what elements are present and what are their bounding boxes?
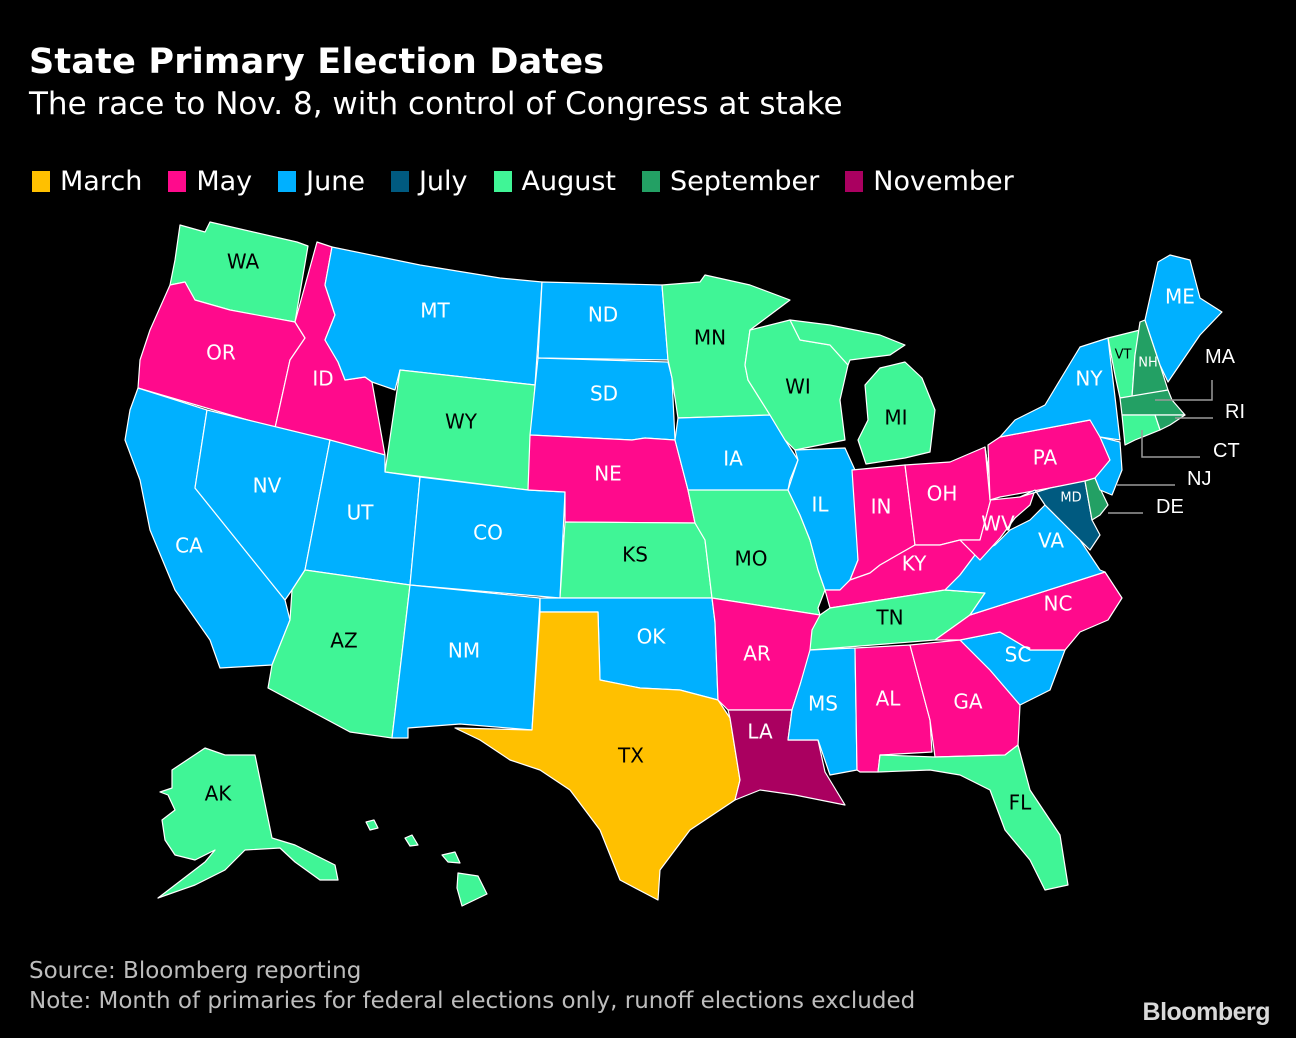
legend-swatch — [32, 171, 50, 192]
legend: March May June July August September Nov… — [32, 166, 1040, 197]
state-label-wa: WA — [227, 250, 260, 274]
legend-label: November — [873, 166, 1014, 197]
state-label-wv: WV — [981, 512, 1015, 536]
legend-swatch — [493, 171, 512, 192]
chart-title: State Primary Election Dates — [29, 42, 605, 82]
legend-label: June — [306, 166, 365, 197]
state-hi — [441, 851, 461, 864]
legend-label: March — [60, 166, 143, 197]
state-label-mi: MI — [884, 406, 907, 430]
state-label-ak: AK — [205, 782, 233, 806]
state-ct — [1121, 414, 1161, 446]
state-label-ks: KS — [622, 543, 648, 567]
state-de — [1084, 477, 1109, 521]
state-hi — [404, 834, 419, 847]
legend-item-november: November — [845, 166, 1014, 197]
state-nm — [391, 584, 541, 739]
note-text: Note: Month of primaries for federal ele… — [29, 988, 916, 1014]
legend-item-august: August — [493, 166, 617, 197]
state-hi — [365, 819, 379, 831]
legend-item-may: May — [168, 166, 252, 197]
state-label-md: MD — [1060, 491, 1081, 506]
state-label-ar: AR — [743, 642, 771, 666]
state-label-mt: MT — [420, 299, 450, 323]
state-label-il: IL — [811, 493, 829, 517]
state-label-sd: SD — [590, 382, 618, 406]
state-tx — [454, 611, 741, 901]
footer-notes: Source: Bloomberg reporting Note: Month … — [29, 956, 915, 1016]
state-label-tx: TX — [617, 744, 644, 768]
state-label-pa: PA — [1033, 446, 1058, 470]
state-label-ca: CA — [175, 534, 203, 558]
state-label-nv: NV — [253, 474, 282, 498]
legend-label: September — [670, 166, 820, 197]
state-label-ky: KY — [902, 552, 927, 576]
source-text: Source: Bloomberg reporting — [29, 958, 362, 984]
state-label-va: VA — [1038, 529, 1064, 553]
state-mi-lower — [857, 361, 936, 465]
callout-label-nj: NJ — [1187, 468, 1211, 490]
state-md — [1019, 480, 1101, 551]
legend-label: July — [418, 166, 468, 197]
state-label-id: ID — [312, 367, 333, 391]
legend-item-june: June — [278, 166, 365, 197]
legend-swatch — [642, 171, 661, 192]
legend-item-march: March — [32, 166, 142, 197]
legend-label: May — [196, 166, 253, 197]
legend-swatch — [278, 171, 297, 192]
state-az — [267, 569, 411, 739]
legend-swatch — [845, 171, 864, 192]
callout-line-ct — [1141, 430, 1200, 458]
state-label-az: AZ — [330, 629, 357, 653]
state-label-nm: NM — [448, 639, 480, 663]
legend-item-july: July — [390, 166, 468, 197]
state-nj — [1094, 436, 1123, 496]
state-label-nc: NC — [1044, 592, 1073, 616]
state-label-ok: OK — [637, 625, 667, 649]
state-label-la: LA — [747, 720, 773, 744]
legend-swatch — [168, 171, 187, 192]
state-label-wy: WY — [445, 410, 478, 434]
state-hi — [456, 872, 488, 907]
state-label-in: IN — [871, 495, 892, 519]
callout-label-ct: CT — [1213, 440, 1240, 462]
state-label-mn: MN — [694, 326, 726, 350]
callout-label-ri: RI — [1225, 401, 1245, 423]
bloomberg-logo: Bloomberg — [1142, 998, 1271, 1026]
legend-item-september: September — [642, 166, 819, 197]
callout-line-ma — [1155, 380, 1213, 401]
state-label-or: OR — [206, 341, 236, 365]
state-mt — [324, 246, 543, 391]
state-me — [1144, 254, 1223, 383]
state-mi — [789, 319, 906, 366]
state-label-sc: SC — [1005, 643, 1032, 667]
state-label-ut: UT — [347, 501, 375, 525]
state-label-ms: MS — [808, 692, 838, 716]
state-nc — [934, 571, 1123, 651]
state-label-me: ME — [1165, 285, 1195, 309]
state-ak — [157, 747, 339, 899]
state-label-mo: MO — [735, 547, 768, 571]
state-label-ga: GA — [953, 690, 982, 714]
state-label-ne: NE — [594, 462, 622, 486]
state-label-nh: NH — [1138, 356, 1158, 371]
legend-label: August — [521, 166, 617, 197]
state-label-oh: OH — [927, 482, 958, 506]
state-label-co: CO — [473, 521, 503, 545]
state-fl — [877, 744, 1069, 891]
callout-label-de: DE — [1156, 496, 1184, 518]
state-label-ia: IA — [723, 447, 743, 471]
state-label-fl: FL — [1009, 791, 1033, 815]
chart-subtitle: The race to Nov. 8, with control of Cong… — [29, 86, 843, 122]
state-co — [409, 476, 566, 599]
state-label-al: AL — [876, 687, 902, 711]
state-label-ny: NY — [1075, 367, 1103, 391]
state-label-vt: VT — [1115, 348, 1132, 363]
legend-swatch — [390, 171, 409, 192]
state-label-tn: TN — [875, 606, 903, 630]
state-label-wi: WI — [785, 375, 811, 399]
state-label-nd: ND — [588, 303, 618, 327]
callout-label-ma: MA — [1205, 346, 1236, 368]
